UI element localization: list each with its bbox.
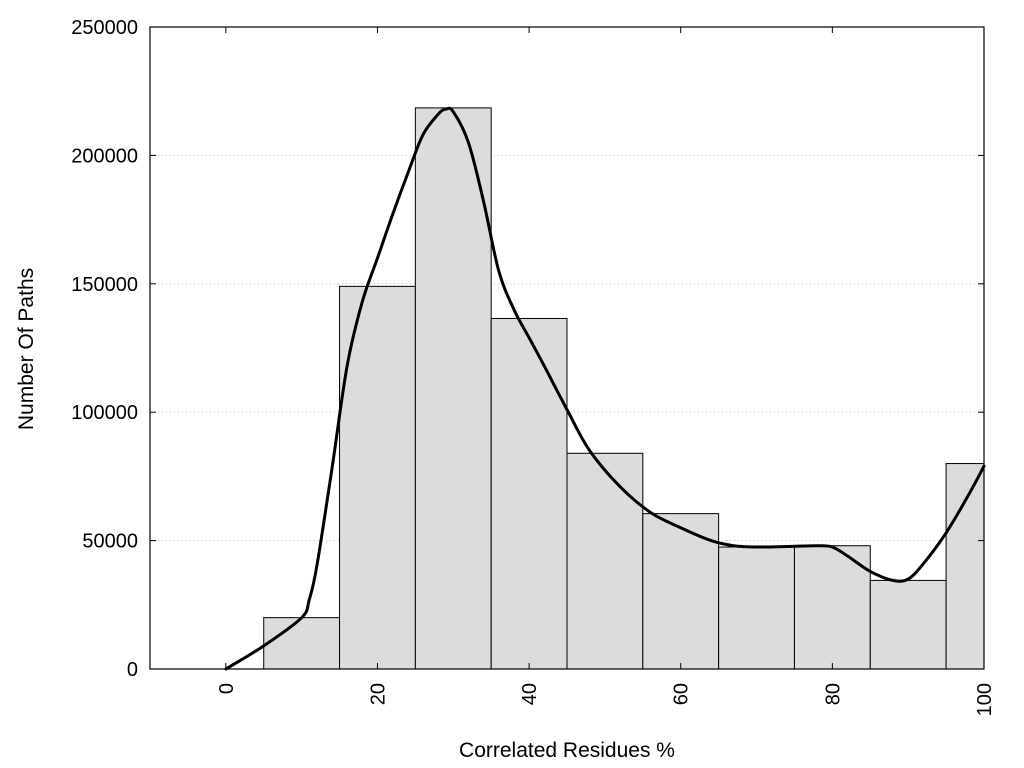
- y-tick-label: 250000: [71, 17, 138, 39]
- histogram-bar: [263, 617, 341, 670]
- y-axis-title: Number Of Paths: [15, 268, 38, 430]
- x-tick-label: 80: [822, 683, 844, 705]
- x-tick-label: 40: [519, 683, 541, 705]
- y-axis-ticks: 0 50000 100000 150000 200000 250000: [71, 17, 984, 681]
- histogram-bar: [718, 546, 795, 670]
- y-tick-label: 0: [127, 659, 138, 681]
- histogram-bar: [339, 285, 416, 670]
- y-tick-label: 50000: [82, 531, 138, 553]
- density-curve: [224, 106, 986, 671]
- y-tick-label: 200000: [71, 145, 138, 167]
- histogram-bar: [642, 513, 720, 670]
- x-axis-title: Correlated Residues %: [459, 739, 675, 762]
- y-tick-label: 100000: [71, 402, 138, 424]
- histogram-bar: [490, 317, 568, 670]
- histogram-bars: [263, 107, 985, 670]
- x-tick-label: 100: [974, 683, 996, 716]
- histogram-bar: [869, 579, 947, 670]
- plot-frame: [149, 26, 985, 670]
- x-tick-label: 60: [671, 683, 693, 705]
- density-curve-layer: [224, 106, 986, 671]
- x-tick-label: 20: [367, 683, 389, 705]
- x-axis-ticks: 0 20 40 60 80 100: [216, 27, 996, 716]
- histogram-bar: [414, 107, 492, 670]
- histogram-bar: [566, 452, 644, 670]
- histogram-bar: [793, 545, 871, 670]
- histogram-bar: [945, 463, 985, 670]
- x-tick-label: 0: [216, 683, 238, 694]
- y-tick-label: 150000: [71, 274, 138, 296]
